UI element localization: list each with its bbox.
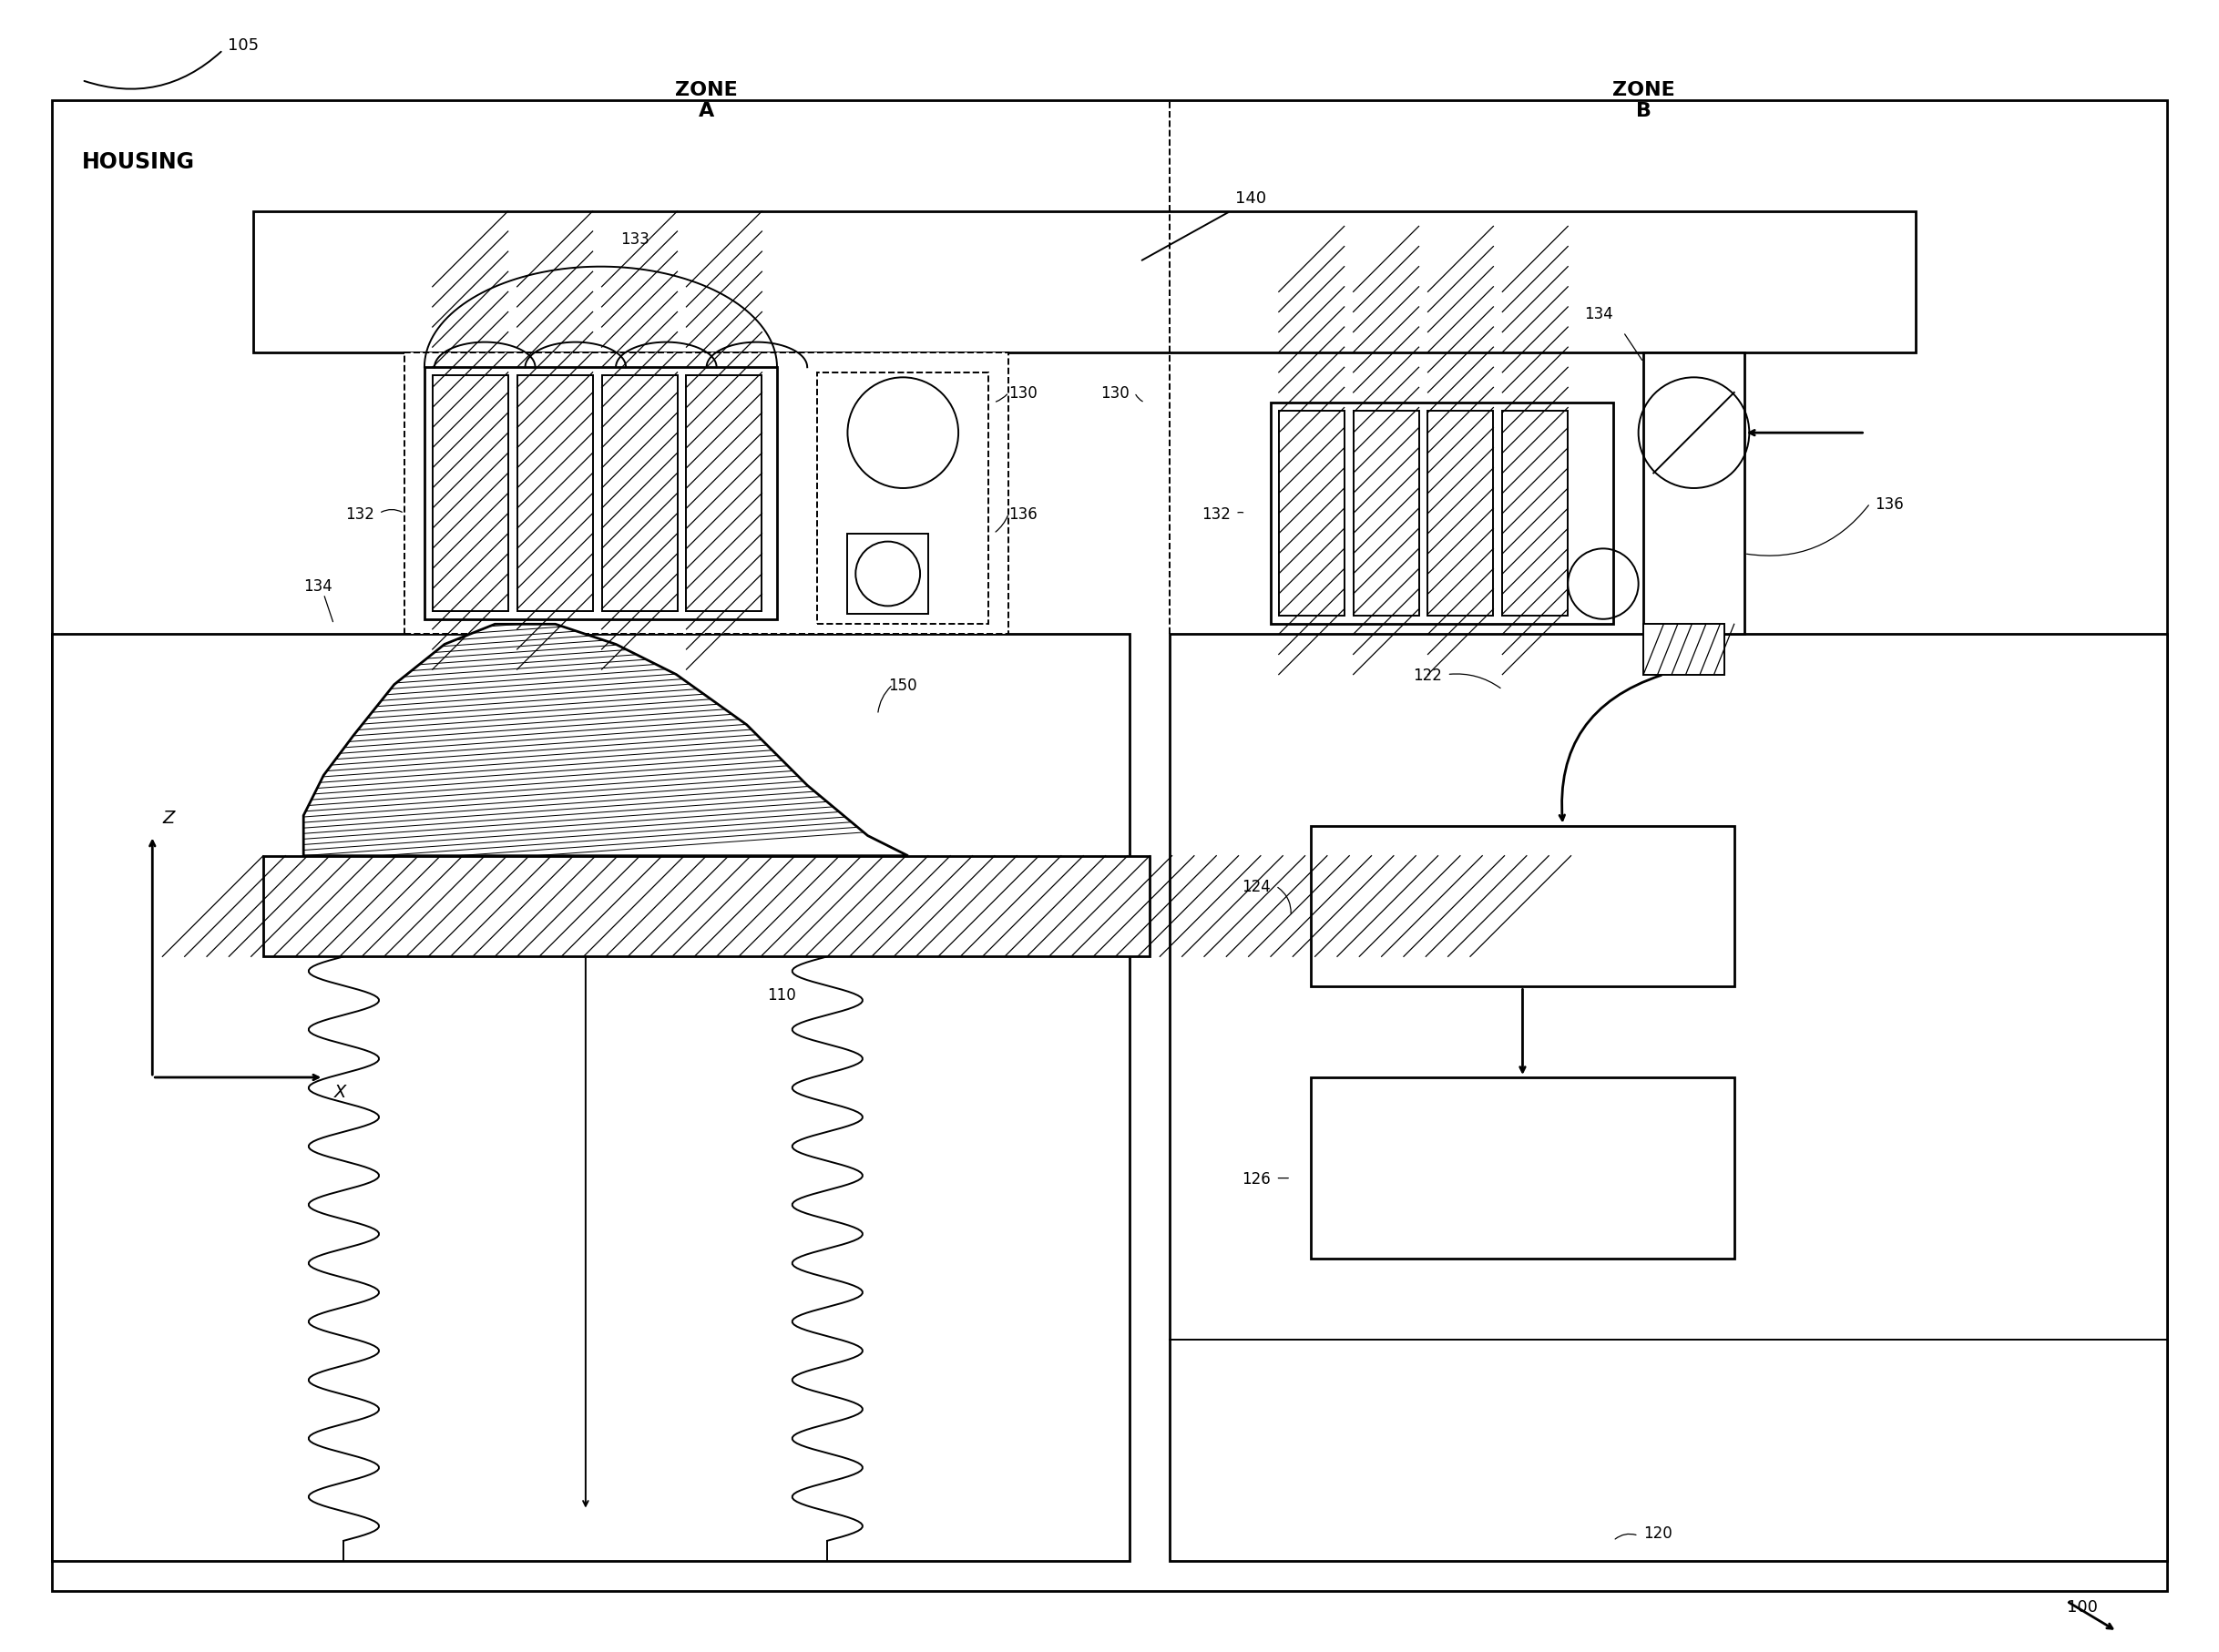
Bar: [517, 377, 592, 611]
Bar: [404, 354, 1010, 634]
Text: 134: 134: [304, 578, 333, 595]
Text: 130: 130: [1010, 385, 1038, 401]
Text: 130: 130: [1101, 385, 1129, 401]
Text: 100: 100: [2066, 1597, 2097, 1614]
Bar: [817, 373, 990, 624]
Bar: [601, 377, 677, 611]
Text: 134: 134: [1584, 306, 1613, 322]
Text: ZONE
B: ZONE B: [1613, 81, 1675, 121]
Bar: [1502, 411, 1569, 616]
Text: 140: 140: [1236, 190, 1267, 206]
Text: 105: 105: [229, 38, 260, 55]
Bar: [264, 856, 1149, 957]
Bar: [1271, 403, 1613, 624]
Text: ZONE
A: ZONE A: [675, 81, 739, 121]
Polygon shape: [304, 624, 908, 856]
Bar: [51, 634, 1129, 1561]
Bar: [424, 368, 777, 620]
Text: 122: 122: [1414, 667, 1442, 684]
Bar: [1278, 411, 1345, 616]
Bar: [1644, 624, 1724, 676]
Bar: [1354, 411, 1418, 616]
Bar: [1311, 826, 1733, 986]
Text: 120: 120: [1644, 1525, 1673, 1541]
Text: Z: Z: [162, 809, 175, 826]
Text: 132: 132: [1200, 506, 1229, 522]
Text: POWER
SUPPLY: POWER SUPPLY: [1489, 1150, 1558, 1186]
Bar: [1169, 634, 2168, 1561]
Bar: [1311, 1077, 1733, 1259]
Bar: [253, 211, 1915, 354]
Text: 110: 110: [768, 986, 797, 1003]
Text: 126: 126: [1243, 1170, 1271, 1186]
Text: 136: 136: [1010, 506, 1038, 522]
Bar: [848, 534, 928, 615]
Bar: [433, 377, 508, 611]
Text: CONTROLLER: CONTROLLER: [1462, 899, 1584, 915]
Bar: [1644, 354, 1744, 634]
Text: HOUSING: HOUSING: [82, 152, 195, 173]
Text: 132: 132: [344, 506, 375, 522]
Text: 136: 136: [1875, 496, 1904, 512]
Text: 124: 124: [1243, 879, 1271, 895]
Bar: [1427, 411, 1493, 616]
Text: 133: 133: [621, 231, 650, 248]
Text: 150: 150: [888, 677, 916, 694]
Bar: [686, 377, 761, 611]
Text: X: X: [333, 1082, 346, 1100]
